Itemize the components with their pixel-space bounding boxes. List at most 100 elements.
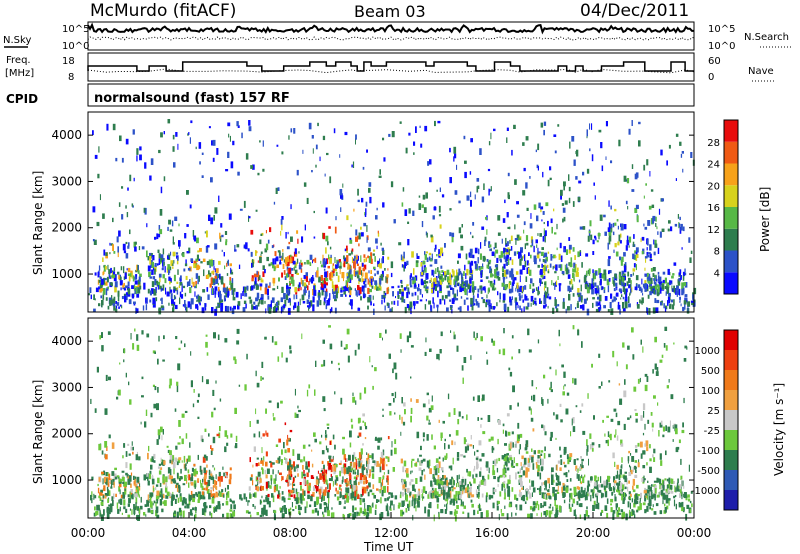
heatmap-cell (630, 274, 633, 277)
heatmap-cell (226, 261, 228, 264)
heatmap-cell (303, 275, 307, 279)
heatmap-cell (226, 442, 229, 446)
heatmap-cell (228, 133, 230, 138)
heatmap-cell (435, 268, 437, 274)
heatmap-cell (309, 254, 313, 260)
heatmap-cell (649, 283, 651, 289)
heatmap-cell (237, 171, 240, 176)
heatmap-cell (502, 276, 506, 280)
heatmap-cell (470, 499, 473, 503)
heatmap-cell (300, 287, 302, 291)
heatmap-cell (465, 280, 469, 288)
heatmap-cell (380, 451, 384, 459)
heatmap-cell (577, 474, 580, 481)
heatmap-cell (620, 297, 622, 300)
heatmap-cell (605, 156, 607, 160)
heatmap-cell (122, 492, 125, 499)
heatmap-cell (194, 262, 198, 269)
heatmap-cell (325, 438, 327, 441)
heatmap-cell (273, 244, 275, 248)
heatmap-cell (146, 223, 148, 228)
heatmap-cell (374, 286, 376, 290)
heatmap-cell (254, 492, 257, 498)
heatmap-cell (414, 463, 418, 467)
heatmap-cell (452, 498, 455, 506)
heatmap-cell (476, 464, 479, 470)
heatmap-cell (136, 293, 140, 298)
heatmap-cell (567, 458, 570, 465)
heatmap-cell (99, 497, 102, 501)
heatmap-cell (569, 141, 571, 149)
heatmap-cell (493, 283, 495, 290)
heatmap-cell (143, 207, 146, 213)
heatmap-cell (357, 188, 359, 196)
heatmap-cell (380, 458, 383, 464)
heatmap-cell (250, 251, 253, 257)
heatmap-cell (428, 252, 432, 256)
heatmap-cell (401, 280, 403, 285)
heatmap-cell (616, 219, 619, 222)
heatmap-cell (392, 368, 394, 374)
heatmap-cell (519, 275, 521, 283)
heatmap-cell (318, 295, 321, 301)
heatmap-cell (428, 459, 431, 466)
heatmap-cell (541, 493, 544, 499)
heatmap-cell (192, 403, 195, 408)
heatmap-cell (586, 129, 588, 137)
heatmap-cell (366, 237, 368, 243)
heatmap-cell (255, 408, 257, 415)
heatmap-cell (224, 231, 228, 235)
heatmap-cell (355, 290, 358, 296)
heatmap-cell (179, 510, 182, 516)
heatmap-cell (413, 494, 417, 502)
heatmap-cell (532, 290, 534, 293)
heatmap-cell (510, 442, 512, 449)
heatmap-cell (415, 505, 417, 512)
heatmap-cell (293, 294, 295, 300)
heatmap-cell (181, 460, 183, 463)
heatmap-cell (260, 460, 264, 464)
heatmap-cell (379, 169, 381, 175)
heatmap-cell (284, 257, 288, 265)
heatmap-cell (330, 466, 333, 473)
heatmap-cell (418, 494, 421, 501)
heatmap-cell (158, 308, 160, 311)
heatmap-cell (289, 350, 292, 354)
heatmap-cell (549, 437, 552, 441)
heatmap-cell (488, 141, 491, 146)
heatmap-cell (519, 433, 523, 438)
heatmap-cell (117, 508, 120, 514)
heatmap-cell (615, 251, 619, 257)
heatmap-cell (614, 434, 616, 438)
heatmap-cell (456, 505, 459, 510)
heatmap-cell (110, 480, 113, 487)
heatmap-cell (505, 261, 508, 266)
heatmap-cell (446, 307, 449, 312)
heatmap-cell (677, 214, 679, 219)
heatmap-cell (107, 489, 109, 496)
heatmap-cell (345, 493, 348, 500)
heatmap-cell (281, 491, 284, 495)
heatmap-cell (417, 501, 419, 506)
heatmap-cell (256, 270, 258, 275)
heatmap-cell (421, 271, 424, 276)
heatmap-cell (486, 351, 488, 354)
heatmap-cell (171, 460, 173, 465)
heatmap-cell (346, 328, 350, 335)
heatmap-cell (440, 265, 443, 269)
heatmap-cell (209, 272, 212, 277)
heatmap-cell (476, 186, 479, 193)
heatmap-cell (237, 125, 240, 128)
heatmap-cell (323, 277, 326, 285)
heatmap-cell (158, 225, 161, 231)
heatmap-cell (668, 297, 670, 304)
heatmap-cell (626, 239, 630, 246)
heatmap-cell (270, 262, 274, 266)
heatmap-cell (494, 264, 498, 268)
heatmap-cell (286, 285, 289, 289)
heatmap-cell (503, 476, 506, 479)
heatmap-cell (455, 298, 459, 301)
heatmap-cell (95, 287, 99, 293)
heatmap-cell (449, 493, 451, 499)
heatmap-cell (431, 253, 433, 261)
